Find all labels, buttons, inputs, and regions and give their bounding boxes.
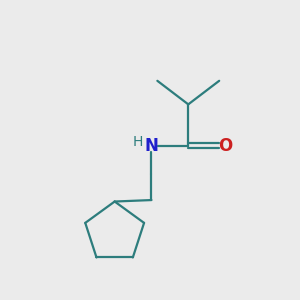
Text: O: O — [218, 136, 233, 154]
Text: H: H — [133, 135, 143, 149]
Text: N: N — [145, 136, 158, 154]
